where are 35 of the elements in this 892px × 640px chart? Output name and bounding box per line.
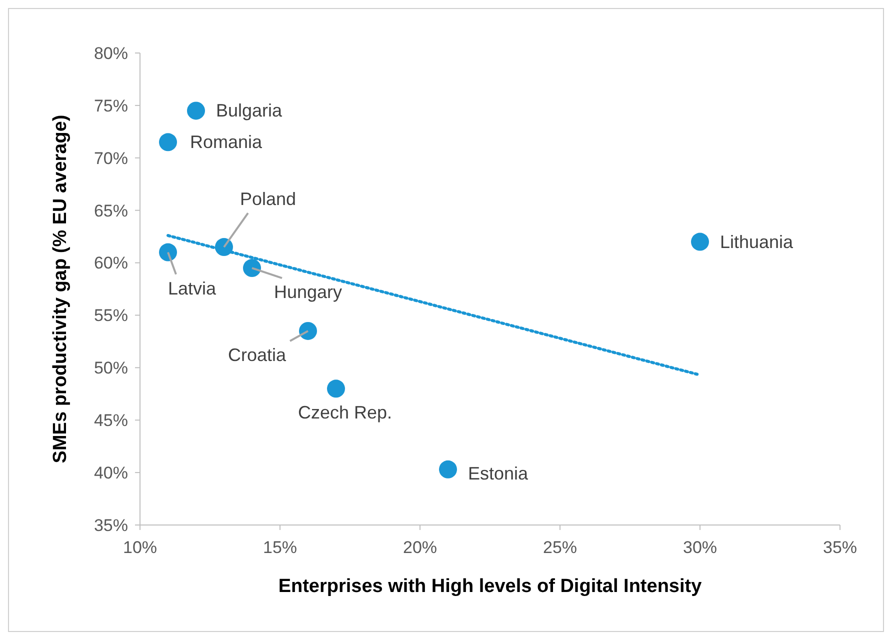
y-tick-label: 70% <box>94 148 128 168</box>
x-tick-label: 15% <box>262 538 298 557</box>
x-tick-label: 30% <box>682 538 718 557</box>
annotation: Lithuania <box>720 232 794 252</box>
point <box>327 380 345 398</box>
point <box>159 133 177 152</box>
x-tick-label: 35% <box>822 538 858 557</box>
annotation: Croatia <box>228 344 287 365</box>
x-tick-label: 25% <box>542 538 578 557</box>
x-axis-title: Enterprises with High levels of Digital Intensity <box>278 576 702 597</box>
annotation: Poland <box>240 189 296 210</box>
y-tick-label: 50% <box>94 358 128 378</box>
annotation: Bulgaria <box>216 100 284 121</box>
annotation: Hungary <box>274 282 342 302</box>
point <box>299 322 317 340</box>
y-axis-title: SMEs productivity gap (% EU average) <box>50 114 71 464</box>
y-tick-label: 60% <box>94 254 128 273</box>
point <box>691 232 709 251</box>
y-tick-label: 65% <box>94 201 128 220</box>
y-tick-label: 55% <box>94 306 128 326</box>
annotation: Latvia <box>168 278 218 298</box>
annotation: Estonia <box>468 463 530 484</box>
y-tick-label: 80% <box>94 44 128 63</box>
y-tick-label: 45% <box>94 411 128 430</box>
annotation: Czech Rep. <box>298 402 392 423</box>
x-tick-label: 20% <box>402 538 438 557</box>
point <box>243 259 261 278</box>
point <box>439 460 457 478</box>
point <box>159 243 177 262</box>
annotation: Romania <box>190 132 264 152</box>
x-tick-label: 10% <box>122 538 158 557</box>
y-tick-label: 75% <box>94 96 128 116</box>
y-tick-label: 35% <box>94 516 128 535</box>
point <box>187 102 205 120</box>
y-tick-label: 40% <box>94 464 128 483</box>
